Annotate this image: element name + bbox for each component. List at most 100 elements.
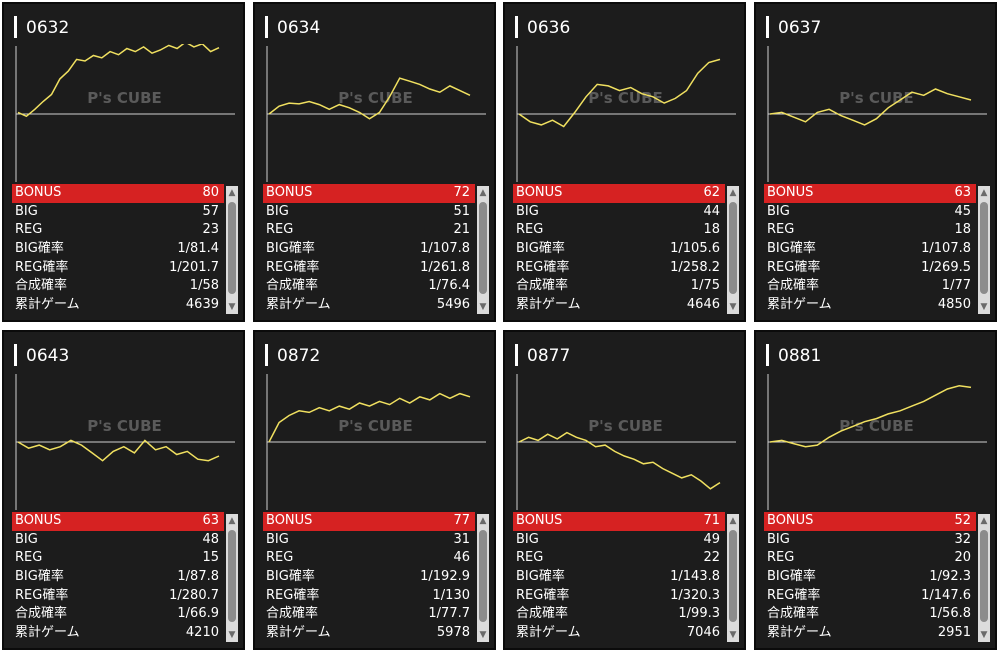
stat-label: BONUS (516, 185, 563, 200)
scroll-down-icon[interactable]: ▼ (479, 302, 487, 312)
slump-line (769, 385, 972, 448)
header-accent-bar (515, 344, 518, 366)
scroll-thumb[interactable] (980, 202, 988, 294)
stat-label: 合成確率 (767, 606, 820, 622)
stat-label: BIG確率 (266, 241, 315, 257)
stats-scrollbar[interactable]: ▲ ▼ (978, 514, 990, 642)
stats-scrollbar[interactable]: ▲ ▼ (727, 186, 739, 314)
scroll-down-icon[interactable]: ▼ (980, 630, 988, 640)
stats-scrollbar[interactable]: ▲ ▼ (727, 514, 739, 642)
stat-row: BIG確率 1/105.6 (513, 240, 725, 259)
scroll-thumb[interactable] (479, 202, 487, 294)
stat-label: 累計ゲーム (266, 297, 331, 313)
machine-number: 0881 (778, 346, 822, 366)
bonus-row: BONUS 52 (764, 512, 976, 531)
scroll-up-icon[interactable]: ▲ (228, 188, 236, 198)
scroll-up-icon[interactable]: ▲ (980, 188, 988, 198)
stats-scrollbar[interactable]: ▲ ▼ (477, 186, 489, 314)
stat-row: BIG確率 1/87.8 (12, 568, 224, 587)
stat-row: REG 21 (263, 221, 475, 240)
stat-label: 合成確率 (767, 278, 820, 294)
scroll-thumb[interactable] (228, 202, 236, 294)
stats-list: BONUS 77 BIG 31 REG 46 BIG確率 1/192.9 REG確率 1/130 合… (263, 512, 475, 643)
stat-label: 累計ゲーム (266, 625, 331, 641)
stat-value: 21 (453, 222, 470, 238)
stat-label: REG (516, 222, 544, 238)
stat-row: REG確率 1/201.7 (12, 259, 224, 278)
bonus-row: BONUS 80 (12, 184, 224, 203)
machine-card[interactable]: 0881 P's CUBE BONUS 52 BIG 32 REG 20 BIG確率 1/92.3… (754, 330, 997, 650)
machine-card[interactable]: 0634 P's CUBE BONUS 72 BIG 51 REG 21 BIG確率 1/107.… (253, 2, 496, 322)
stat-row: REG 22 (513, 549, 725, 568)
machine-card[interactable]: 0632 P's CUBE BONUS 80 BIG 57 REG 23 BIG確率 1/81.4… (2, 2, 245, 322)
stat-value: 48 (202, 531, 219, 547)
scroll-down-icon[interactable]: ▼ (729, 630, 737, 640)
stat-label: BIG (767, 531, 790, 547)
stat-value: 1/75 (690, 278, 720, 294)
stat-value: 63 (202, 513, 219, 528)
machine-card[interactable]: 0637 P's CUBE BONUS 63 BIG 45 REG 18 BIG確率 1/107.… (754, 2, 997, 322)
header-accent-bar (265, 344, 268, 366)
stat-row: 累計ゲーム 4639 (12, 296, 224, 315)
scroll-down-icon[interactable]: ▼ (980, 302, 988, 312)
stat-value: 1/66.9 (177, 606, 219, 622)
stat-value: 1/261.8 (420, 259, 470, 275)
stats-list: BONUS 80 BIG 57 REG 23 BIG確率 1/81.4 REG確率 1/201.7… (12, 184, 224, 315)
stat-label: BIG確率 (15, 569, 64, 585)
machine-number: 0634 (277, 18, 321, 38)
stat-row: 累計ゲーム 2951 (764, 624, 976, 643)
stats-scrollbar[interactable]: ▲ ▼ (477, 514, 489, 642)
slump-graph: P's CUBE (12, 44, 237, 182)
stat-row: 累計ゲーム 7046 (513, 624, 725, 643)
stat-label: 合成確率 (516, 606, 569, 622)
stats-scrollbar[interactable]: ▲ ▼ (226, 514, 238, 642)
header-accent-bar (14, 16, 17, 38)
stat-value: 31 (453, 531, 470, 547)
stat-row: BIG 32 (764, 531, 976, 550)
machine-card[interactable]: 0636 P's CUBE BONUS 62 BIG 44 REG 18 BIG確率 1/105.… (503, 2, 746, 322)
stat-row: REG確率 1/130 (263, 587, 475, 606)
scroll-up-icon[interactable]: ▲ (479, 188, 487, 198)
scroll-down-icon[interactable]: ▼ (228, 302, 236, 312)
scroll-thumb[interactable] (729, 202, 737, 294)
bonus-row: BONUS 77 (263, 512, 475, 531)
stat-row: BIG確率 1/107.8 (764, 240, 976, 259)
scroll-down-icon[interactable]: ▼ (479, 630, 487, 640)
stats-scrollbar[interactable]: ▲ ▼ (226, 186, 238, 314)
stats-scrollbar[interactable]: ▲ ▼ (978, 186, 990, 314)
scroll-up-icon[interactable]: ▲ (980, 516, 988, 526)
scroll-thumb[interactable] (980, 530, 988, 622)
bonus-row: BONUS 62 (513, 184, 725, 203)
stat-value: 1/320.3 (670, 587, 720, 603)
stat-value: 1/201.7 (169, 259, 219, 275)
scroll-thumb[interactable] (479, 530, 487, 622)
scroll-up-icon[interactable]: ▲ (228, 516, 236, 526)
machine-card[interactable]: 0877 P's CUBE BONUS 71 BIG 49 REG 22 BIG確率 1/143.… (503, 330, 746, 650)
machine-number: 0636 (527, 18, 571, 38)
watermark-logo: P's CUBE (338, 417, 413, 435)
stat-label: BIG (15, 531, 38, 547)
stat-label: BIG (516, 531, 539, 547)
scroll-up-icon[interactable]: ▲ (729, 516, 737, 526)
machine-card[interactable]: 0872 P's CUBE BONUS 77 BIG 31 REG 46 BIG確率 1/192.… (253, 330, 496, 650)
stat-label: BIG確率 (516, 569, 565, 585)
stat-value: 5496 (436, 297, 470, 313)
stat-row: 合成確率 1/77.7 (263, 605, 475, 624)
scroll-down-icon[interactable]: ▼ (729, 302, 737, 312)
scroll-down-icon[interactable]: ▼ (228, 630, 236, 640)
stat-label: REG (767, 222, 795, 238)
stat-label: 累計ゲーム (516, 297, 581, 313)
scroll-up-icon[interactable]: ▲ (729, 188, 737, 198)
scroll-thumb[interactable] (729, 530, 737, 622)
scroll-thumb[interactable] (228, 530, 236, 622)
stat-value: 1/269.5 (921, 259, 971, 275)
machine-card[interactable]: 0643 P's CUBE BONUS 63 BIG 48 REG 15 BIG確率 1/87.8… (2, 330, 245, 650)
stat-row: REG 18 (513, 221, 725, 240)
slump-line (268, 392, 471, 443)
stat-label: 累計ゲーム (15, 297, 80, 313)
stat-label: 合成確率 (516, 278, 569, 294)
watermark-logo: P's CUBE (588, 89, 663, 107)
scroll-up-icon[interactable]: ▲ (479, 516, 487, 526)
stat-label: BIG確率 (516, 241, 565, 257)
